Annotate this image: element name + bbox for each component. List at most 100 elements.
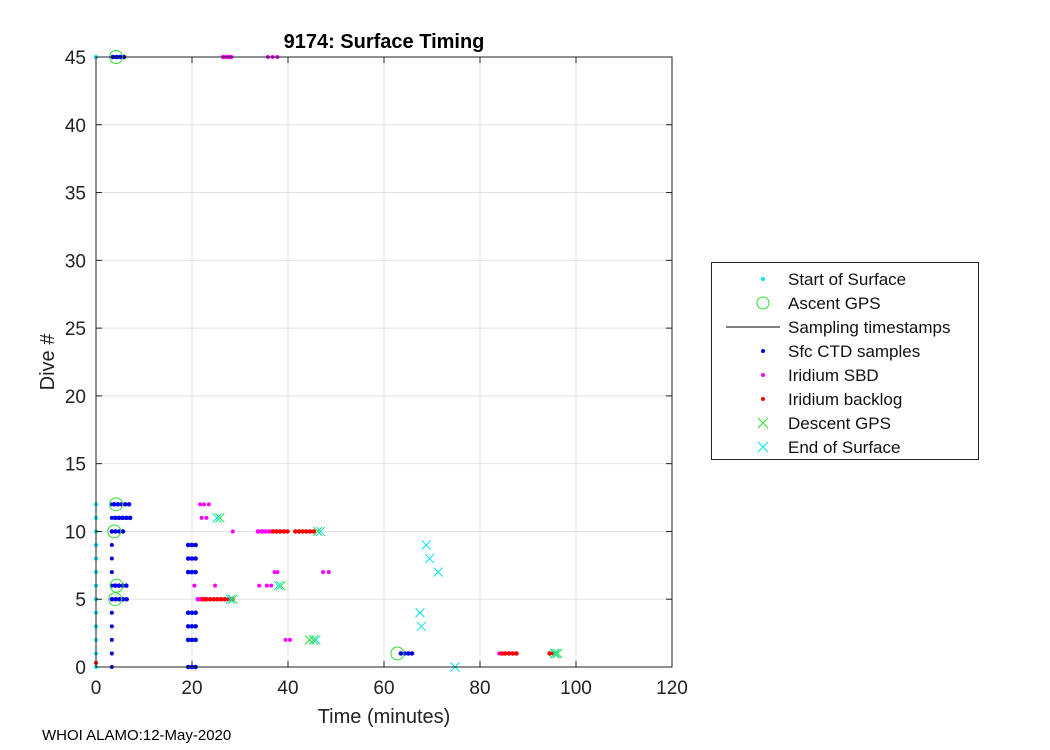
y-tick-label: 10 — [65, 522, 86, 543]
ascent-gps-point — [109, 497, 124, 512]
end-of-surface-point — [212, 513, 222, 523]
end-of-surface-point — [315, 526, 326, 537]
legend-symbol — [761, 349, 765, 353]
legend-symbol — [761, 277, 765, 281]
sfc-ctd-sample — [109, 610, 114, 615]
descent-gps-point — [214, 513, 225, 523]
ascent-gps-point — [107, 524, 122, 539]
end-of-surface-point — [433, 567, 444, 577]
y-axis-label: Dive # — [37, 333, 59, 391]
legend-item-end-of-surface: End of Surface — [712, 435, 978, 459]
iridium-sbd-point — [287, 637, 292, 642]
y-tick-label: 0 — [75, 658, 86, 679]
sfc-ctd-sample — [109, 515, 114, 520]
iridium-sbd-point — [269, 583, 274, 588]
legend-symbol — [761, 397, 765, 401]
x-tick-label: 40 — [277, 678, 298, 699]
x-tick-label: 120 — [656, 678, 688, 699]
end-of-surface-point — [273, 580, 284, 591]
legend-symbol — [756, 296, 770, 310]
axis-ticks: 0 20 40 60 80 100 120 0 5 10 15 20 25 30 35 40 45 — [65, 48, 688, 699]
legend-item-sampling-timestamps: Sampling timestamps — [712, 315, 978, 339]
legend-label: Ascent GPS — [788, 294, 881, 313]
sfc-ctd-sample — [109, 583, 114, 588]
sfc-ctd-sample — [109, 637, 114, 642]
chart-title: 9174: Surface Timing — [284, 31, 485, 53]
iridium-sbd-point — [262, 529, 266, 534]
y-tick-label: 20 — [65, 387, 86, 408]
end-of-surface-point — [421, 540, 432, 550]
iridium-sbd-point — [266, 529, 271, 534]
sfc-ctd-sample — [109, 556, 114, 561]
iridium-sbd-point — [199, 515, 204, 520]
sfc-ctd-sample — [109, 570, 114, 575]
y-tick-label: 25 — [65, 319, 86, 340]
descent-gps-point — [275, 580, 286, 591]
legend-item-ascent-gps: Ascent GPS — [712, 291, 978, 315]
sfc-ctd-sample — [109, 543, 114, 547]
x-axis-label: Time (minutes) — [318, 706, 451, 728]
legend-item-iridium-sbd: Iridium SBD — [712, 363, 978, 387]
legend: Start of Surface Ascent GPS Sampling tim… — [711, 262, 979, 460]
sfc-ctd-sample — [109, 624, 114, 629]
legend-label: End of Surface — [788, 438, 901, 457]
data-marks — [94, 50, 563, 672]
x-tick-label: 60 — [373, 678, 394, 699]
y-tick-label: 5 — [75, 590, 86, 611]
y-tick-label: 35 — [65, 184, 86, 205]
ascent-gps-point — [108, 592, 123, 607]
x-tick-label: 0 — [91, 678, 102, 699]
y-tick-label: 30 — [65, 251, 86, 272]
iridium-sbd-point — [197, 597, 202, 602]
legend-item-iridium-backlog: Iridium backlog — [712, 387, 978, 411]
iridium-sbd-point — [257, 583, 262, 588]
descent-gps-point — [312, 526, 323, 537]
descent-gps-point — [549, 648, 560, 659]
iridium-sbd-point — [192, 583, 197, 588]
y-tick-label: 45 — [65, 48, 86, 69]
legend-symbol — [726, 326, 780, 328]
legend-symbol — [761, 373, 765, 377]
x-tick-label: 20 — [181, 678, 202, 699]
end-of-surface-point — [225, 594, 236, 605]
y-tick-label: 15 — [65, 455, 86, 476]
iridium-sbd-point — [275, 570, 280, 575]
y-tick-label: 40 — [65, 116, 86, 137]
iridium-sbd-point — [230, 529, 235, 534]
iridium-sbd-point — [321, 570, 326, 575]
legend-symbol — [757, 441, 769, 453]
legend-label: Start of Surface — [788, 270, 907, 289]
legend-label: Descent GPS — [788, 414, 891, 433]
footer-label: WHOI ALAMO:12-May-2020 — [42, 727, 232, 744]
ascent-gps-point — [390, 646, 405, 661]
legend-item-descent-gps: Descent GPS — [712, 411, 978, 435]
legend-label: Iridium backlog — [788, 390, 903, 409]
descent-gps-point — [227, 594, 238, 605]
sfc-ctd-sample — [109, 651, 114, 656]
iridium-sbd-point — [255, 529, 260, 534]
descent-gps-point — [552, 648, 563, 659]
iridium-sbd-point — [326, 570, 331, 575]
legend-label: Iridium SBD — [788, 366, 879, 385]
legend-label: Sampling timestamps — [788, 318, 951, 337]
end-of-surface-point — [550, 648, 561, 659]
end-of-surface-point — [310, 635, 321, 645]
end-of-surface-point — [416, 621, 427, 632]
iridium-sbd-point — [283, 637, 288, 642]
x-tick-label: 80 — [469, 678, 490, 699]
iridium-sbd-point — [272, 570, 277, 575]
iridium-sbd-point — [198, 502, 203, 507]
ascent-gps-point — [109, 578, 124, 593]
x-tick-label: 100 — [560, 678, 592, 699]
iridium-sbd-point — [202, 502, 206, 507]
end-of-surface-point — [424, 553, 435, 564]
iridium-sbd-point — [264, 583, 269, 588]
end-of-surface-point — [415, 607, 425, 618]
descent-gps-point — [308, 635, 319, 645]
sfc-ctd-sample — [109, 502, 114, 507]
legend-symbol — [757, 417, 769, 429]
iridium-sbd-point — [206, 502, 211, 507]
legend-item-start-of-surface: Start of Surface — [712, 267, 978, 291]
legend-item-sfc-ctd-samples: Sfc CTD samples — [712, 339, 978, 363]
